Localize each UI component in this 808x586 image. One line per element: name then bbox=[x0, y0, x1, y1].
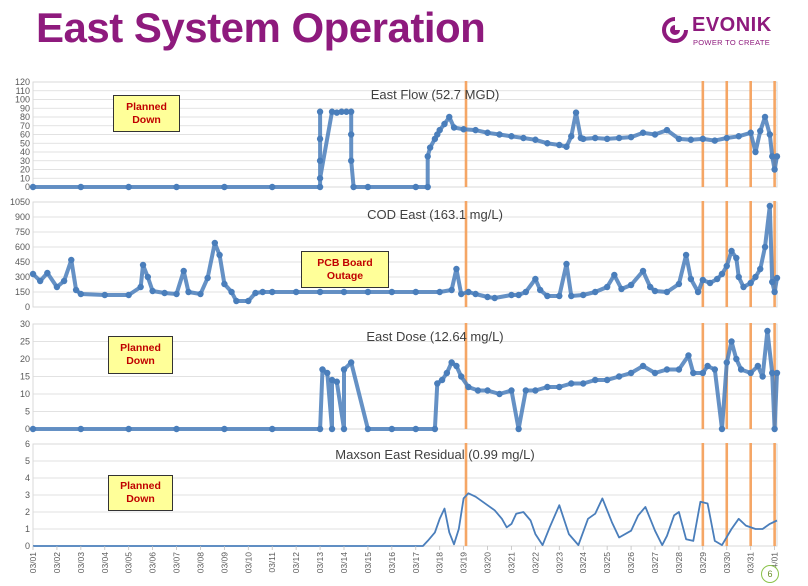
residual-y-tick-label: 5 bbox=[25, 456, 30, 466]
dose-y-tick-label: 20 bbox=[20, 354, 30, 364]
flow-y-tick-label: 120 bbox=[15, 77, 30, 87]
x-tick-label: 03/10 bbox=[243, 552, 253, 574]
dose-y-tick-label: 5 bbox=[25, 407, 30, 417]
cod-y-tick-label: 1050 bbox=[10, 197, 30, 207]
x-tick-label: 03/19 bbox=[459, 552, 469, 574]
cod-y-tick-label: 600 bbox=[15, 242, 30, 252]
logo-tagline: POWER TO CREATE bbox=[693, 38, 771, 47]
x-tick-label: 03/11 bbox=[267, 552, 277, 573]
dose-y-tick-label: 30 bbox=[20, 319, 30, 329]
x-tick-label: 03/04 bbox=[100, 552, 110, 574]
page-number: 6 bbox=[761, 565, 779, 583]
residual-y-tick-label: 1 bbox=[25, 524, 30, 534]
x-tick-label: 03/23 bbox=[554, 552, 564, 574]
x-tick-label: 03/15 bbox=[363, 552, 373, 574]
x-tick-label: 03/05 bbox=[124, 552, 134, 574]
dose-y-tick-label: 0 bbox=[25, 424, 30, 434]
residual-y-tick-label: 4 bbox=[25, 473, 30, 483]
flow-y-tick-label: 20 bbox=[20, 165, 30, 175]
dose-y-tick-label: 25 bbox=[20, 337, 30, 347]
cod-series-run bbox=[31, 204, 779, 303]
x-tick-label: 03/25 bbox=[602, 552, 612, 574]
flow-chart-title: East Flow (52.7 MGD) bbox=[371, 87, 500, 102]
planned-down-callout-residual: Planned Down bbox=[108, 475, 173, 511]
residual-y-tick-label: 0 bbox=[25, 541, 30, 551]
flow-y-tick-label: 50 bbox=[20, 138, 30, 148]
residual-y-tick-label: 6 bbox=[25, 439, 30, 449]
planned-down-callout-dose: Planned Down bbox=[108, 336, 173, 374]
flow-y-tick-label: 10 bbox=[20, 173, 30, 183]
x-tick-label: 03/17 bbox=[411, 552, 421, 574]
x-tick-label: 03/03 bbox=[76, 552, 86, 574]
flow-y-tick-label: 90 bbox=[20, 103, 30, 113]
x-tick-label: 03/12 bbox=[291, 552, 301, 574]
x-tick-label: 03/18 bbox=[435, 552, 445, 574]
x-tick-label: 03/16 bbox=[387, 552, 397, 574]
x-tick-label: 03/22 bbox=[530, 552, 540, 574]
x-tick-label: 03/29 bbox=[698, 552, 708, 574]
slide-title: East System Operation bbox=[36, 4, 486, 51]
x-tick-label: 03/30 bbox=[722, 552, 732, 574]
x-tick-label: 03/08 bbox=[195, 552, 205, 574]
x-tick-label: 03/27 bbox=[650, 552, 660, 574]
cod-y-tick-label: 150 bbox=[15, 287, 30, 297]
cod-chart-title: COD East (163.1 mg/L) bbox=[367, 207, 503, 222]
dose-chart-title: East Dose (12.64 mg/L) bbox=[366, 329, 503, 344]
flow-y-tick-label: 100 bbox=[15, 95, 30, 105]
evonik-logo: EVONIK POWER TO CREATE bbox=[660, 13, 795, 53]
x-tick-label: 03/24 bbox=[578, 552, 588, 574]
dose-y-tick-label: 15 bbox=[20, 372, 30, 382]
x-tick-label: 03/02 bbox=[52, 552, 62, 574]
flow-y-tick-label: 110 bbox=[16, 86, 30, 96]
flow-series-run bbox=[33, 109, 779, 189]
residual-series-line bbox=[33, 492, 778, 547]
flow-y-tick-label: 60 bbox=[20, 130, 30, 140]
cod-y-tick-label: 750 bbox=[15, 227, 30, 237]
x-tick-label: 03/07 bbox=[172, 552, 182, 574]
x-tick-label: 03/14 bbox=[339, 552, 349, 574]
x-tick-label: 03/06 bbox=[148, 552, 158, 574]
cod-y-tick-label: 300 bbox=[15, 272, 30, 282]
dose-series-run bbox=[33, 329, 779, 431]
x-tick-label: 03/21 bbox=[506, 552, 516, 574]
dose-y-tick-label: 10 bbox=[20, 389, 30, 399]
evonik-mark-icon bbox=[662, 17, 688, 43]
cod-y-tick-label: 0 bbox=[25, 302, 30, 312]
x-tick-label: 03/31 bbox=[746, 552, 756, 574]
x-tick-label: 03/13 bbox=[315, 552, 325, 574]
flow-y-tick-label: 80 bbox=[20, 112, 30, 122]
residual-y-tick-label: 2 bbox=[25, 507, 30, 517]
x-tick-label: 03/28 bbox=[674, 552, 684, 574]
residual-chart-title: Maxson East Residual (0.99 mg/L) bbox=[335, 447, 534, 462]
cod-y-tick-label: 450 bbox=[15, 257, 30, 267]
x-tick-label: 03/09 bbox=[219, 552, 229, 574]
residual-y-tick-label: 3 bbox=[25, 490, 30, 500]
x-tick-label: 03/26 bbox=[626, 552, 636, 574]
x-tick-label: 03/01 bbox=[28, 552, 38, 574]
flow-y-tick-label: 40 bbox=[20, 147, 30, 157]
planned-down-callout-flow: Planned Down bbox=[113, 95, 180, 132]
flow-y-tick-label: 30 bbox=[20, 156, 30, 166]
x-tick-label: 04/01 bbox=[770, 552, 780, 574]
flow-y-tick-label: 0 bbox=[25, 182, 30, 192]
x-tick-label: 03/20 bbox=[483, 552, 493, 574]
flow-y-tick-label: 70 bbox=[20, 121, 30, 131]
pcb-board-outage-callout: PCB Board Outage bbox=[301, 251, 389, 288]
cod-y-tick-label: 900 bbox=[15, 212, 30, 222]
logo-text: EVONIK bbox=[692, 14, 772, 36]
